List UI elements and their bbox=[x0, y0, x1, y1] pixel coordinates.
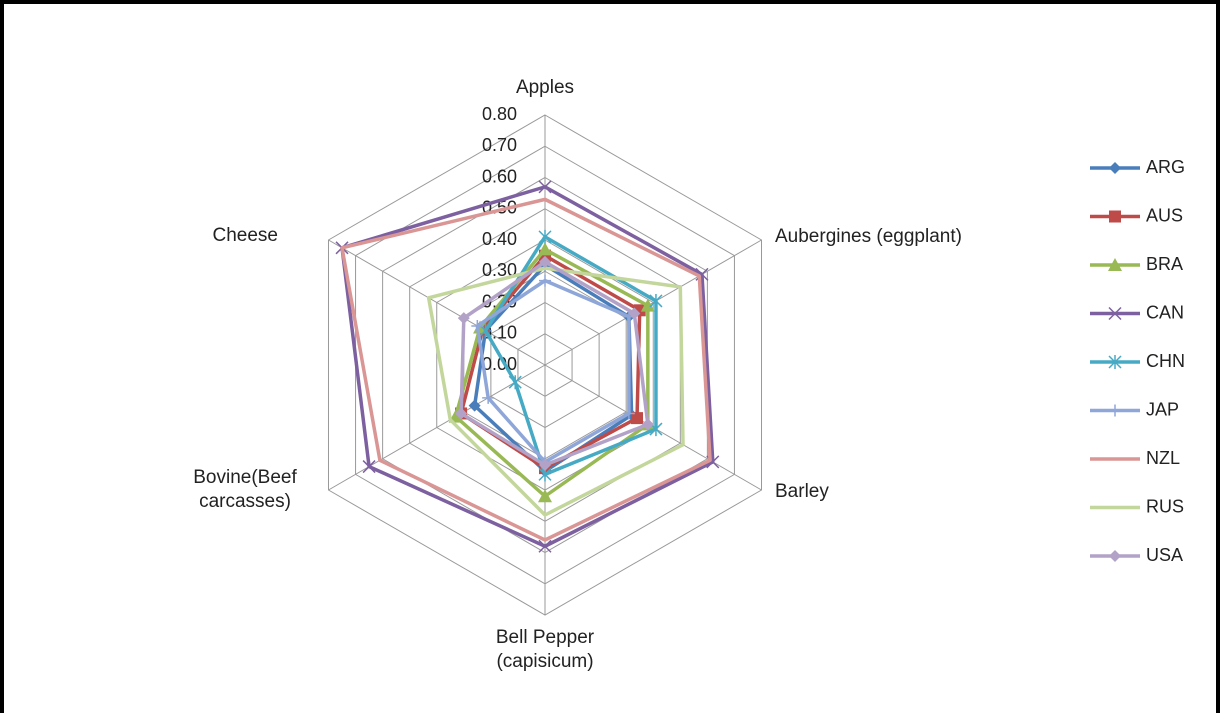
marker bbox=[508, 375, 522, 390]
tick-label: 0.30 bbox=[482, 260, 517, 280]
marker bbox=[628, 307, 641, 320]
category-label: Barley bbox=[775, 481, 829, 502]
series-line bbox=[340, 197, 712, 542]
category-label: Aubergines (eggplant) bbox=[775, 226, 962, 247]
marker bbox=[538, 489, 552, 503]
marker bbox=[1108, 306, 1122, 321]
legend-label: CHN bbox=[1146, 351, 1185, 371]
marker bbox=[649, 293, 663, 308]
legend-label: AUS bbox=[1146, 205, 1183, 225]
marker bbox=[457, 312, 470, 325]
category-label: Apples bbox=[515, 77, 575, 98]
marker bbox=[1109, 404, 1121, 417]
marker bbox=[631, 412, 644, 425]
marker bbox=[362, 460, 376, 474]
spoke bbox=[328, 239, 546, 366]
marker bbox=[640, 298, 655, 312]
marker bbox=[538, 242, 552, 256]
marker bbox=[1109, 210, 1121, 223]
marker bbox=[471, 319, 484, 332]
marker bbox=[468, 399, 481, 412]
marker bbox=[641, 418, 654, 431]
marker bbox=[539, 459, 551, 471]
marker bbox=[455, 407, 468, 420]
legend-label: JAP bbox=[1146, 399, 1179, 419]
marker bbox=[482, 391, 495, 404]
series-line bbox=[426, 266, 685, 517]
tick-label: 0.70 bbox=[482, 135, 517, 155]
marker bbox=[539, 274, 551, 287]
legend-label: ARG bbox=[1146, 157, 1185, 177]
spoke bbox=[328, 364, 546, 491]
category-label: Bovine(Beef carcasses) bbox=[193, 467, 297, 512]
marker bbox=[539, 255, 551, 268]
tick-label: 0.60 bbox=[482, 166, 517, 186]
legend-label: RUS bbox=[1146, 496, 1184, 516]
category-label: Bell Pepper (capisicum) bbox=[495, 627, 595, 672]
marker bbox=[538, 180, 552, 194]
legend-label: USA bbox=[1146, 545, 1183, 565]
category-label: Cheese bbox=[212, 225, 279, 246]
legend-label: BRA bbox=[1146, 254, 1183, 274]
marker bbox=[1108, 258, 1122, 271]
marker bbox=[622, 407, 635, 420]
marker bbox=[1109, 162, 1121, 174]
tick-label: 0.40 bbox=[482, 229, 517, 249]
tick-label: 0.80 bbox=[482, 104, 517, 124]
marker bbox=[538, 539, 552, 553]
spoke bbox=[544, 239, 762, 366]
legend-label: NZL bbox=[1146, 448, 1180, 468]
marker bbox=[1109, 550, 1121, 562]
legend-label: CAN bbox=[1146, 302, 1184, 322]
marker bbox=[1108, 355, 1122, 369]
marker bbox=[538, 229, 552, 244]
